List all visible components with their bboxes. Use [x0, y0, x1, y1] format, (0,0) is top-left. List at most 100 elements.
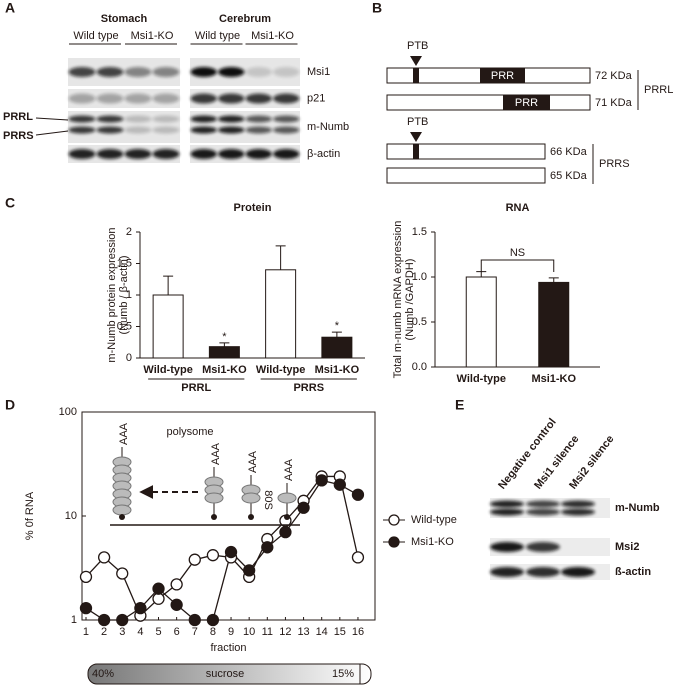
band [490, 567, 524, 577]
point [297, 501, 310, 514]
point [261, 541, 274, 554]
poly-a-label: AAA [210, 442, 222, 465]
x-axis-label: fraction [210, 642, 246, 654]
band [68, 115, 96, 123]
band [96, 149, 124, 159]
error-bar [476, 271, 487, 277]
point [170, 598, 183, 611]
band [218, 115, 245, 123]
group-label: PRRS [293, 382, 324, 394]
band [124, 67, 152, 77]
band [490, 542, 524, 552]
polysome-label: polysome [166, 426, 213, 438]
legend-marker [388, 514, 400, 526]
point [79, 601, 93, 615]
band [218, 93, 245, 104]
point [152, 582, 165, 595]
prr-domain [480, 68, 525, 83]
x-tick-label: Wild-type [457, 373, 506, 385]
band [273, 149, 300, 159]
point [351, 488, 365, 501]
gradient-label: 15% [332, 668, 354, 680]
y-tick-label: 0.5 [117, 320, 132, 332]
row-label: ß-actin [615, 566, 651, 578]
cap [248, 514, 254, 520]
row-label: β-actin [307, 148, 340, 160]
y-tick-label: 1 [71, 614, 77, 626]
group-label: Cerebrum [219, 13, 271, 25]
band [218, 149, 245, 159]
band [190, 149, 217, 159]
band [152, 67, 180, 77]
x-tick-label: 10 [243, 626, 255, 638]
band [561, 567, 595, 577]
point [224, 545, 238, 559]
y-tick-label: 10 [65, 510, 77, 522]
x-tick-label: Wild-type [143, 364, 192, 376]
prr-domain [503, 95, 550, 110]
band [245, 149, 272, 159]
band [96, 126, 124, 134]
x-tick-label: 2 [101, 626, 107, 638]
ribosome [204, 492, 224, 504]
lane-label: Msi1-KO [131, 30, 174, 42]
x-tick-label: 6 [174, 626, 180, 638]
x-tick-label: Msi1-KO [202, 364, 247, 376]
poly-a-label: AAA [247, 450, 259, 473]
band [190, 115, 217, 123]
ribosome [241, 492, 261, 504]
sucrose-gradient [87, 663, 372, 685]
band [152, 149, 180, 159]
band [68, 93, 96, 104]
poly-a-label: AAA [283, 458, 295, 481]
error-bar [548, 277, 559, 283]
band [245, 67, 272, 77]
point [243, 564, 256, 577]
band [526, 567, 560, 577]
point [188, 613, 201, 627]
row-label: m-Numb [307, 121, 349, 133]
band [273, 67, 300, 77]
gradient-label: sucrose [206, 668, 245, 680]
x-tick-label: 1 [83, 626, 89, 638]
band [96, 93, 124, 104]
row-label: m-Numb [615, 502, 660, 514]
x-tick-label: Msi1-KO [315, 364, 360, 376]
ribosome [112, 504, 132, 516]
y-tick-label: 1.5 [117, 257, 132, 269]
row-label: p21 [307, 92, 325, 104]
band [490, 500, 524, 508]
ptb-arrow [410, 56, 422, 66]
annotation: NS [510, 247, 525, 259]
point [206, 549, 220, 562]
error-bar [219, 342, 230, 347]
y-tick-label: 0 [126, 352, 132, 364]
isoform-label: PRRS [3, 130, 34, 142]
band [218, 67, 245, 77]
legend-marker [388, 536, 400, 548]
band [96, 115, 124, 123]
band [68, 126, 96, 134]
band [526, 542, 560, 552]
significance: * [222, 331, 227, 343]
ns-bracket [480, 259, 555, 272]
point [351, 551, 365, 564]
y-tick-label: 2 [126, 226, 132, 238]
point [206, 613, 220, 627]
y-axis-label: m-Numb protein expression [106, 227, 118, 362]
series-line [85, 475, 359, 617]
poly-a-label: AAA [118, 422, 130, 445]
x-tick-label: 8 [210, 626, 216, 638]
error-bar [275, 245, 286, 270]
ribosome [277, 492, 297, 504]
band [124, 149, 152, 159]
group-label: Stomach [101, 13, 148, 25]
lane-label: Wild type [195, 30, 240, 42]
band [124, 93, 152, 104]
bar [152, 294, 184, 359]
row-label: Msi2 [615, 541, 639, 553]
x-tick-label: 3 [119, 626, 125, 638]
point [134, 601, 147, 615]
row-label: Msi1 [307, 66, 330, 78]
x-tick-label: 16 [352, 626, 364, 638]
